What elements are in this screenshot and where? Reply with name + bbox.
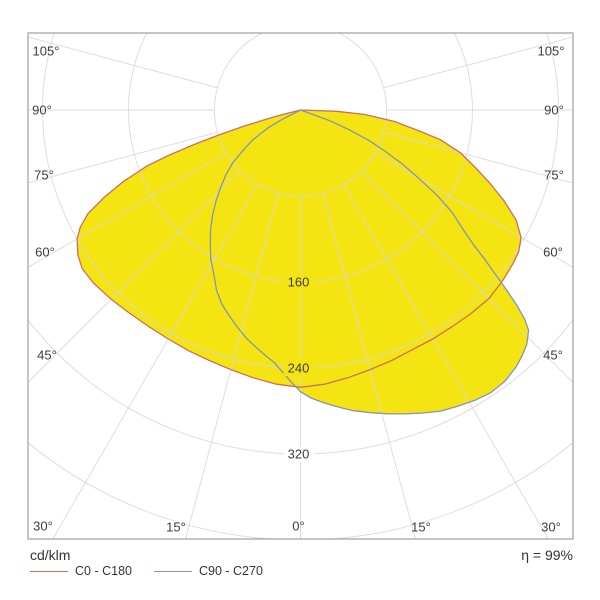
legend-line-c90-c270 [153,570,192,572]
ring-label: 320 [288,447,310,462]
curve-C90-C270 [209,109,530,415]
legend: C0 - C180 C90 - C270 [30,564,285,578]
efficiency-label: η = 99% [521,547,573,563]
angle-label: 105° [538,44,565,59]
angle-label: 90° [544,103,564,118]
ring-label: 240 [288,361,310,376]
c-plane-curves [76,109,530,415]
angle-label: 90° [32,103,52,118]
angle-label: 15° [411,520,431,535]
ring-label: 160 [288,275,310,290]
angle-label: 15° [166,520,186,535]
angle-label: 105° [33,44,60,59]
distribution-fill [77,110,529,414]
plot-border [27,32,574,540]
angle-label: 60° [35,245,55,260]
ring-value-labels: 160 240 320 [283,274,315,462]
angle-label: 30° [33,519,53,534]
curve-C0-C180 [76,109,522,388]
unit-label: cd/klm [30,547,71,563]
angle-label: 0° [292,519,304,534]
angle-label: 45° [37,348,57,363]
angle-label: 60° [543,245,563,260]
angle-label: 45° [543,348,563,363]
angle-label: 30° [541,520,561,535]
angle-label: 75° [34,168,54,183]
legend-line-c0-c180 [30,570,68,572]
legend-label-c90-c270: C90 - C270 [198,564,263,578]
legend-label-c0-c180: C0 - C180 [75,564,132,578]
angle-label: 75° [544,168,564,183]
angle-tick-labels: 0° 15° 15° 30° 30° 45° 45° 60° 60° 75° 75° 90° 90° 10… [32,44,564,535]
